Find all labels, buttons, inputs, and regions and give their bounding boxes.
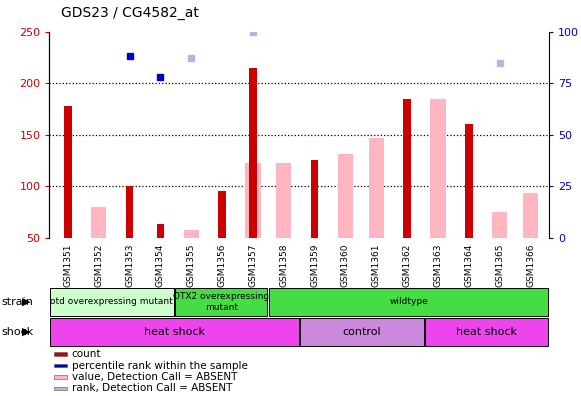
Text: OTX2 overexpressing
mutant: OTX2 overexpressing mutant	[173, 292, 269, 312]
Text: control: control	[342, 327, 381, 337]
Text: rank, Detection Call = ABSENT: rank, Detection Call = ABSENT	[72, 383, 232, 393]
Text: wildtype: wildtype	[389, 297, 428, 307]
Bar	[64, 106, 71, 238]
Bar	[300, 318, 424, 346]
Text: shock: shock	[1, 327, 34, 337]
Bar	[523, 193, 538, 238]
Bar	[157, 224, 164, 238]
Bar	[245, 164, 260, 238]
Text: GDS23 / CG4582_at: GDS23 / CG4582_at	[61, 6, 199, 20]
Text: count: count	[72, 349, 101, 359]
Bar	[55, 352, 67, 356]
Text: ▶: ▶	[22, 297, 30, 307]
Bar	[425, 318, 548, 346]
Bar	[465, 124, 472, 238]
Bar	[50, 288, 174, 316]
Text: heat shock: heat shock	[456, 327, 517, 337]
Bar	[431, 99, 446, 238]
Bar	[369, 138, 384, 238]
Bar	[126, 186, 134, 238]
Bar	[403, 99, 411, 238]
Text: strain: strain	[1, 297, 33, 307]
Text: ▶: ▶	[22, 327, 30, 337]
Bar	[268, 288, 548, 316]
Text: otd overexpressing mutant: otd overexpressing mutant	[51, 297, 173, 307]
Bar	[249, 68, 257, 238]
Bar	[338, 154, 353, 238]
Bar	[218, 191, 226, 238]
Bar	[55, 375, 67, 379]
Bar	[492, 212, 507, 238]
Text: percentile rank within the sample: percentile rank within the sample	[72, 360, 248, 371]
Bar	[50, 318, 299, 346]
Bar	[55, 386, 67, 390]
Text: heat shock: heat shock	[144, 327, 205, 337]
Bar	[276, 164, 291, 238]
Text: value, Detection Call = ABSENT: value, Detection Call = ABSENT	[72, 372, 237, 382]
Bar	[175, 288, 267, 316]
Bar	[311, 160, 318, 238]
Bar	[55, 364, 67, 367]
Bar	[91, 207, 106, 238]
Bar	[184, 230, 199, 238]
